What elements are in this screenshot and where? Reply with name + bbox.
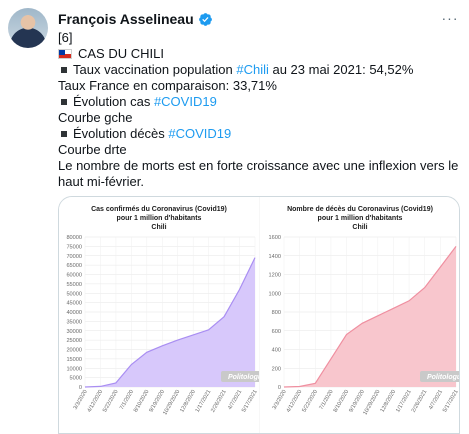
x-tick-label: 5/17/2021 [442, 389, 460, 414]
hashtag-chili[interactable]: #Chili [236, 62, 269, 77]
deaths-series-line [283, 246, 457, 388]
y-tick-label: 40000 [66, 310, 82, 316]
hashtag-covid19[interactable]: #COVID19 [168, 126, 232, 141]
chart-title-line: Nombre de décès du Coronavirus (Covid19) [287, 206, 433, 213]
cases-chart-title: Cas confirmés du Coronavirus (Covid19) p… [59, 205, 259, 232]
x-tick-label: 2/26/2021 [411, 389, 429, 414]
x-tick-label: 4/7/2021 [428, 389, 444, 411]
hashtag-covid19[interactable]: #COVID19 [153, 94, 217, 109]
y-tick-label: 50000 [66, 291, 82, 297]
y-tick-label: 0 [278, 385, 281, 391]
y-tick-label: 800 [272, 310, 281, 316]
y-tick-label: 80000 [66, 235, 82, 241]
x-tick-label: 5/22/2020 [301, 389, 319, 414]
verified-badge-icon [198, 12, 212, 26]
x-tick-label: 5/22/2020 [102, 389, 120, 414]
y-tick-label: 15000 [66, 357, 82, 363]
y-tick-label: 5000 [70, 376, 82, 382]
y-tick-label: 70000 [66, 254, 82, 260]
tweet-header: François Asselineau ··· [58, 9, 461, 29]
x-tick-label: 3/3/2020 [272, 389, 288, 411]
x-tick-label: 3/3/2020 [73, 389, 89, 411]
case-title: CAS DU CHILI [78, 46, 164, 61]
cases-series-line [84, 257, 256, 388]
vaccination-value: au 23 mai 2021: 54,52% [268, 62, 414, 77]
chart-title-line: Chili [352, 224, 368, 231]
text-line-2: CAS DU CHILI [58, 46, 460, 62]
text-line-7: Évolution décès #COVID19 [58, 126, 460, 142]
x-tick-label: 7/1/2020 [319, 389, 335, 411]
chart-title-line: pour 1 million d'habitants [116, 215, 202, 222]
tweet-media-image[interactable]: Cas confirmés du Coronavirus (Covid19) p… [58, 196, 460, 434]
y-tick-label: 30000 [66, 329, 82, 335]
y-tick-label: 200 [272, 366, 281, 372]
cases-chart-panel: Cas confirmés du Coronavirus (Covid19) p… [59, 197, 259, 433]
black-square-icon [61, 131, 67, 138]
tweet-text: [6] CAS DU CHILI Taux vaccination popula… [58, 30, 460, 190]
deaths-area-chart: 020040060080010001200140016003/3/20204/1… [269, 235, 460, 416]
y-tick-label: 600 [272, 329, 281, 335]
text-line-3: Taux vaccination population #Chili au 23… [58, 62, 460, 78]
y-tick-label: 20000 [66, 348, 82, 354]
cases-text: Évolution cas [73, 94, 154, 109]
text-line-5: Évolution cas #COVID19 [58, 94, 460, 110]
black-square-icon [61, 99, 67, 106]
watermark-badge [221, 371, 259, 382]
y-tick-label: 400 [272, 348, 281, 354]
y-tick-label: 1600 [269, 235, 281, 241]
y-tick-label: 75000 [66, 244, 82, 250]
chart-title-line: Cas confirmés du Coronavirus (Covid19) [91, 206, 227, 213]
y-tick-label: 35000 [66, 319, 82, 325]
y-tick-label: 55000 [66, 282, 82, 288]
author-avatar[interactable] [8, 8, 48, 48]
x-tick-label: 7/1/2020 [119, 389, 135, 411]
author-name[interactable]: François Asselineau [58, 11, 194, 27]
text-line-6: Courbe gche [58, 110, 133, 125]
y-tick-label: 60000 [66, 273, 82, 279]
x-tick-label: 2/26/2021 [210, 389, 228, 414]
watermark-label: Politologue [427, 374, 460, 381]
y-tick-label: 1400 [269, 254, 281, 260]
y-tick-label: 10000 [66, 366, 82, 372]
chart-title-line: pour 1 million d'habitants [317, 215, 403, 222]
deaths-chart-title: Nombre de décès du Coronavirus (Covid19)… [260, 205, 459, 232]
x-tick-label: 5/17/2021 [241, 389, 259, 414]
y-tick-label: 45000 [66, 301, 82, 307]
y-tick-label: 1200 [269, 273, 281, 279]
y-tick-label: 0 [79, 385, 82, 391]
vaccination-text: Taux vaccination population [73, 62, 237, 77]
more-options-icon[interactable]: ··· [441, 10, 459, 26]
text-line-8: Courbe drte [58, 142, 127, 157]
watermark-label: Politologue [228, 374, 259, 381]
deaths-chart-panel: Nombre de décès du Coronavirus (Covid19)… [260, 197, 460, 433]
deaths-area [284, 246, 456, 387]
chile-flag-icon [58, 49, 72, 59]
text-line-9: Le nombre de morts est en forte croissan… [58, 158, 459, 189]
x-tick-label: 4/7/2021 [227, 389, 243, 411]
text-line-1: [6] [58, 30, 73, 45]
watermark-badge [420, 371, 459, 382]
black-square-icon [61, 67, 67, 74]
cases-area [85, 257, 255, 387]
deaths-text: Évolution décès [73, 126, 169, 141]
chart-title-line: Chili [151, 224, 167, 231]
text-line-4: Taux France en comparaison: 33,71% [58, 78, 277, 93]
y-tick-label: 1000 [269, 291, 281, 297]
y-tick-label: 25000 [66, 338, 82, 344]
y-tick-label: 65000 [66, 263, 82, 269]
cases-area-chart: 0 5000 10000 15000 20000 25000 30000 35000 40000… [66, 235, 259, 416]
